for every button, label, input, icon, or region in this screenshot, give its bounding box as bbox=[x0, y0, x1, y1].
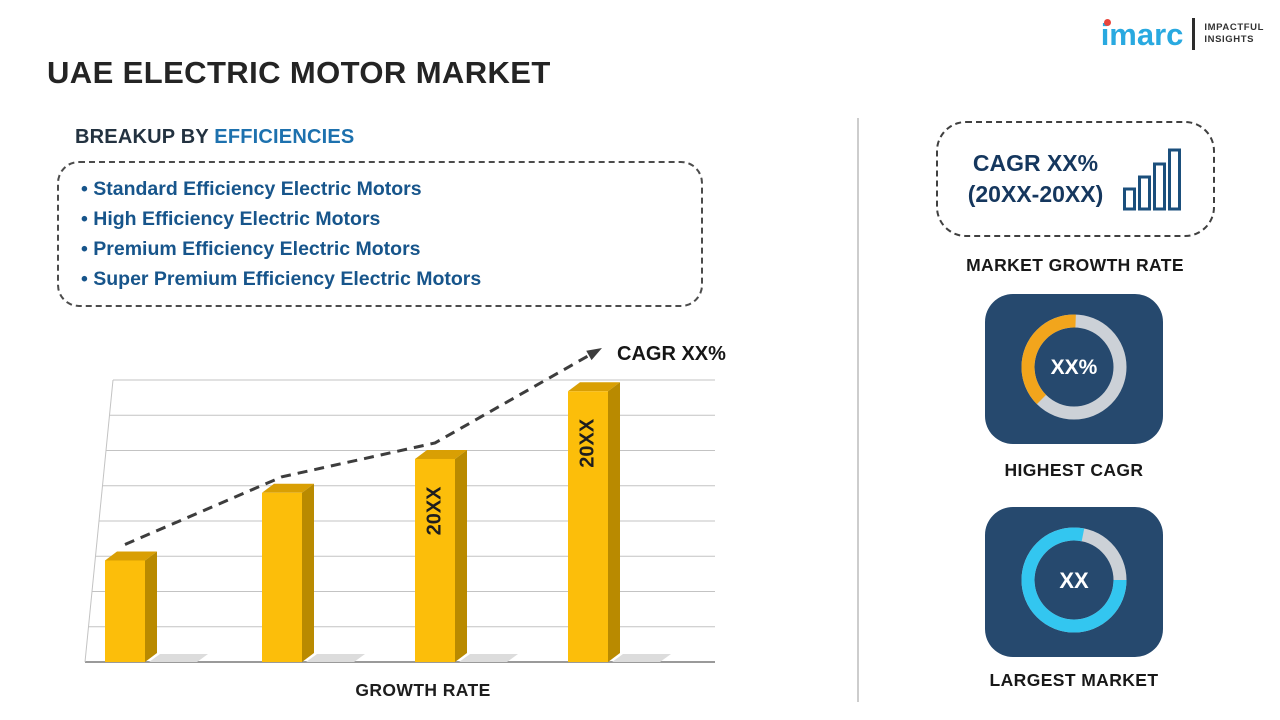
highest-cagr-value: XX% bbox=[1051, 356, 1098, 379]
growth-card-text: CAGR XX% (20XX-20XX) bbox=[968, 148, 1104, 210]
imarc-logo-brand: imarc bbox=[1100, 16, 1184, 52]
bar bbox=[262, 492, 302, 662]
growth-card-cagr: CAGR XX% bbox=[972, 150, 1099, 176]
growth-chart: 20XX 20XX CAGR XX% bbox=[55, 332, 745, 678]
donut-arc bbox=[1021, 527, 1127, 633]
bar-top-face bbox=[568, 382, 620, 392]
imarc-logo-tagline: IMPACTFUL INSIGHTS bbox=[1204, 22, 1264, 47]
highest-cagr-donut: XX% bbox=[1021, 314, 1127, 420]
bar-label: 20XX bbox=[576, 418, 598, 468]
bar-shadow bbox=[306, 654, 365, 662]
bar-side-face bbox=[302, 483, 314, 662]
breakup-heading-prefix: BREAKUP BY bbox=[75, 126, 209, 148]
market-growth-rate-caption: MARKET GROWTH RATE bbox=[966, 255, 1184, 275]
largest-market-value: XX bbox=[1059, 568, 1089, 593]
tagline-line1: IMPACTFUL bbox=[1204, 21, 1264, 33]
growth-chart-svg: 20XX 20XX CAGR XX% bbox=[84, 343, 726, 663]
bar-side-face bbox=[145, 551, 157, 662]
bar-shadow bbox=[612, 654, 671, 662]
bar-shadow bbox=[459, 654, 518, 662]
page-title: UAE ELECTRIC MOTOR MARKET bbox=[47, 55, 551, 90]
breakup-heading: BREAKUP BY EFFICIENCIES bbox=[75, 126, 354, 149]
cagr-label: CAGR XX% bbox=[617, 343, 726, 365]
section-divider bbox=[857, 118, 859, 702]
highest-cagr-card: XX% bbox=[985, 294, 1163, 444]
list-item: Standard Efficiency Electric Motors bbox=[81, 174, 679, 204]
breakup-list-box: Standard Efficiency Electric Motors High… bbox=[57, 161, 703, 307]
grid-left-edge bbox=[84, 379, 114, 663]
breakup-heading-accent: EFFICIENCIES bbox=[214, 126, 355, 148]
bar-top-face bbox=[105, 551, 157, 561]
bar-shadow bbox=[149, 654, 208, 662]
market-growth-rate-card: CAGR XX% (20XX-20XX) bbox=[936, 121, 1215, 237]
trend-arrowhead bbox=[586, 348, 602, 361]
bar-side-face bbox=[608, 382, 620, 662]
highest-cagr-caption: HIGHEST CAGR bbox=[1004, 460, 1144, 480]
bar-top-face bbox=[262, 483, 314, 493]
bar bbox=[415, 458, 455, 662]
trend-line bbox=[124, 351, 595, 546]
logo-dot-icon bbox=[1103, 18, 1111, 26]
bar-label: 20XX bbox=[423, 486, 445, 536]
imarc-logo-text: imarc bbox=[1100, 16, 1184, 52]
growth-card-period: (20XX-20XX) bbox=[967, 181, 1104, 207]
bar bbox=[105, 560, 145, 662]
list-item: High Efficiency Electric Motors bbox=[81, 204, 679, 234]
largest-market-caption: LARGEST MARKET bbox=[989, 670, 1159, 690]
largest-market-card: XX bbox=[985, 507, 1163, 657]
largest-market-donut: XX bbox=[1021, 527, 1127, 633]
bar bbox=[568, 391, 608, 662]
logo-separator bbox=[1192, 18, 1196, 50]
bar-side-face bbox=[455, 449, 467, 662]
bar-chart-icon bbox=[1123, 148, 1182, 211]
tagline-line2: INSIGHTS bbox=[1204, 34, 1255, 45]
list-item: Super Premium Efficiency Electric Motors bbox=[81, 264, 679, 294]
chart-x-axis-label: GROWTH RATE bbox=[355, 680, 491, 700]
imarc-logo: imarc IMPACTFUL INSIGHTS bbox=[1101, 18, 1264, 50]
list-item: Premium Efficiency Electric Motors bbox=[81, 234, 679, 264]
bar-top-face bbox=[415, 449, 467, 459]
